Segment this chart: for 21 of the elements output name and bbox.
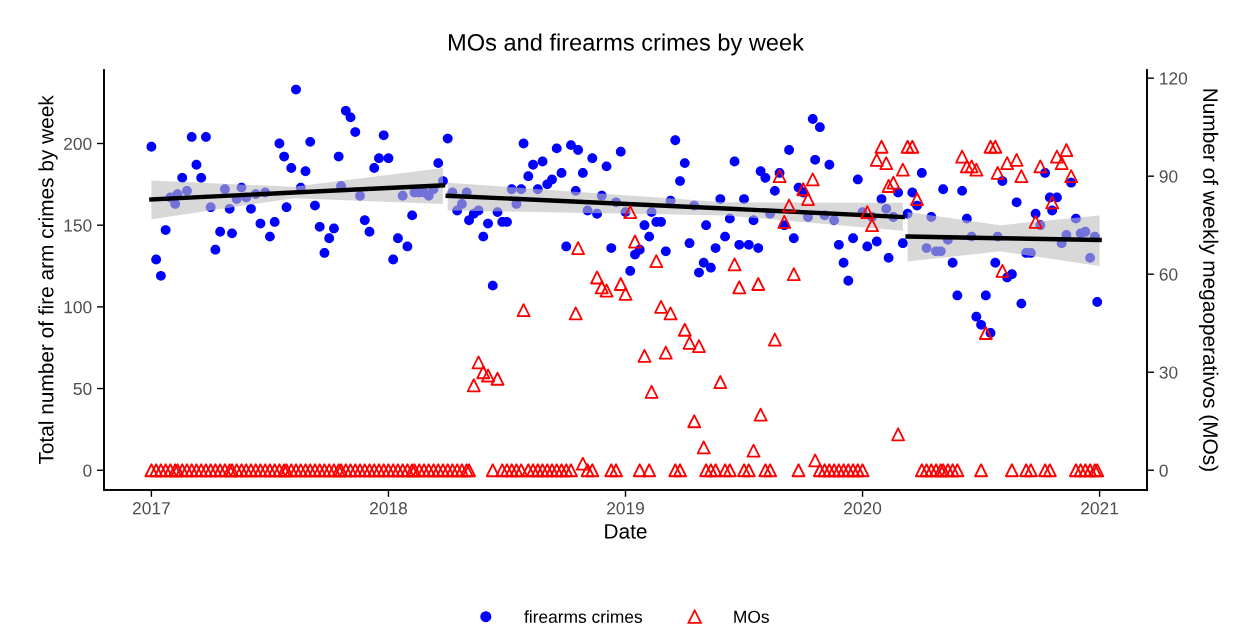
legend-label: MOs [734, 610, 769, 623]
y2-tick-label: 60 [1159, 268, 1178, 281]
x-tick-label: 2021 [1081, 502, 1119, 515]
y2-tick-label: 120 [1160, 72, 1188, 85]
legend-label: firearms crimes [524, 610, 643, 623]
y-tick-label: 0 [83, 464, 92, 477]
y2-axis-title: Number of weekly megaoperativos (MOs) [1198, 89, 1219, 471]
y2-tick-label: 0 [1159, 464, 1168, 477]
y2-tick-label: 90 [1159, 170, 1178, 183]
x-tick-label: 2019 [607, 502, 644, 515]
y-tick-label: 150 [64, 219, 92, 232]
y2-tick-label: 30 [1159, 366, 1178, 379]
x-tick-label: 2020 [844, 502, 882, 515]
x-axis-title: Date [605, 524, 647, 539]
y-tick-label: 50 [73, 382, 92, 396]
x-tick-label: 2017 [132, 502, 170, 515]
y-tick-label: 100 [64, 301, 92, 314]
y-tick-label: 200 [64, 137, 92, 150]
x-tick-label: 2018 [370, 502, 408, 515]
chart-title: MOs and firearms crimes by week [449, 33, 804, 56]
y-axis-title: Total number of fire arm crimes by week [38, 95, 58, 465]
